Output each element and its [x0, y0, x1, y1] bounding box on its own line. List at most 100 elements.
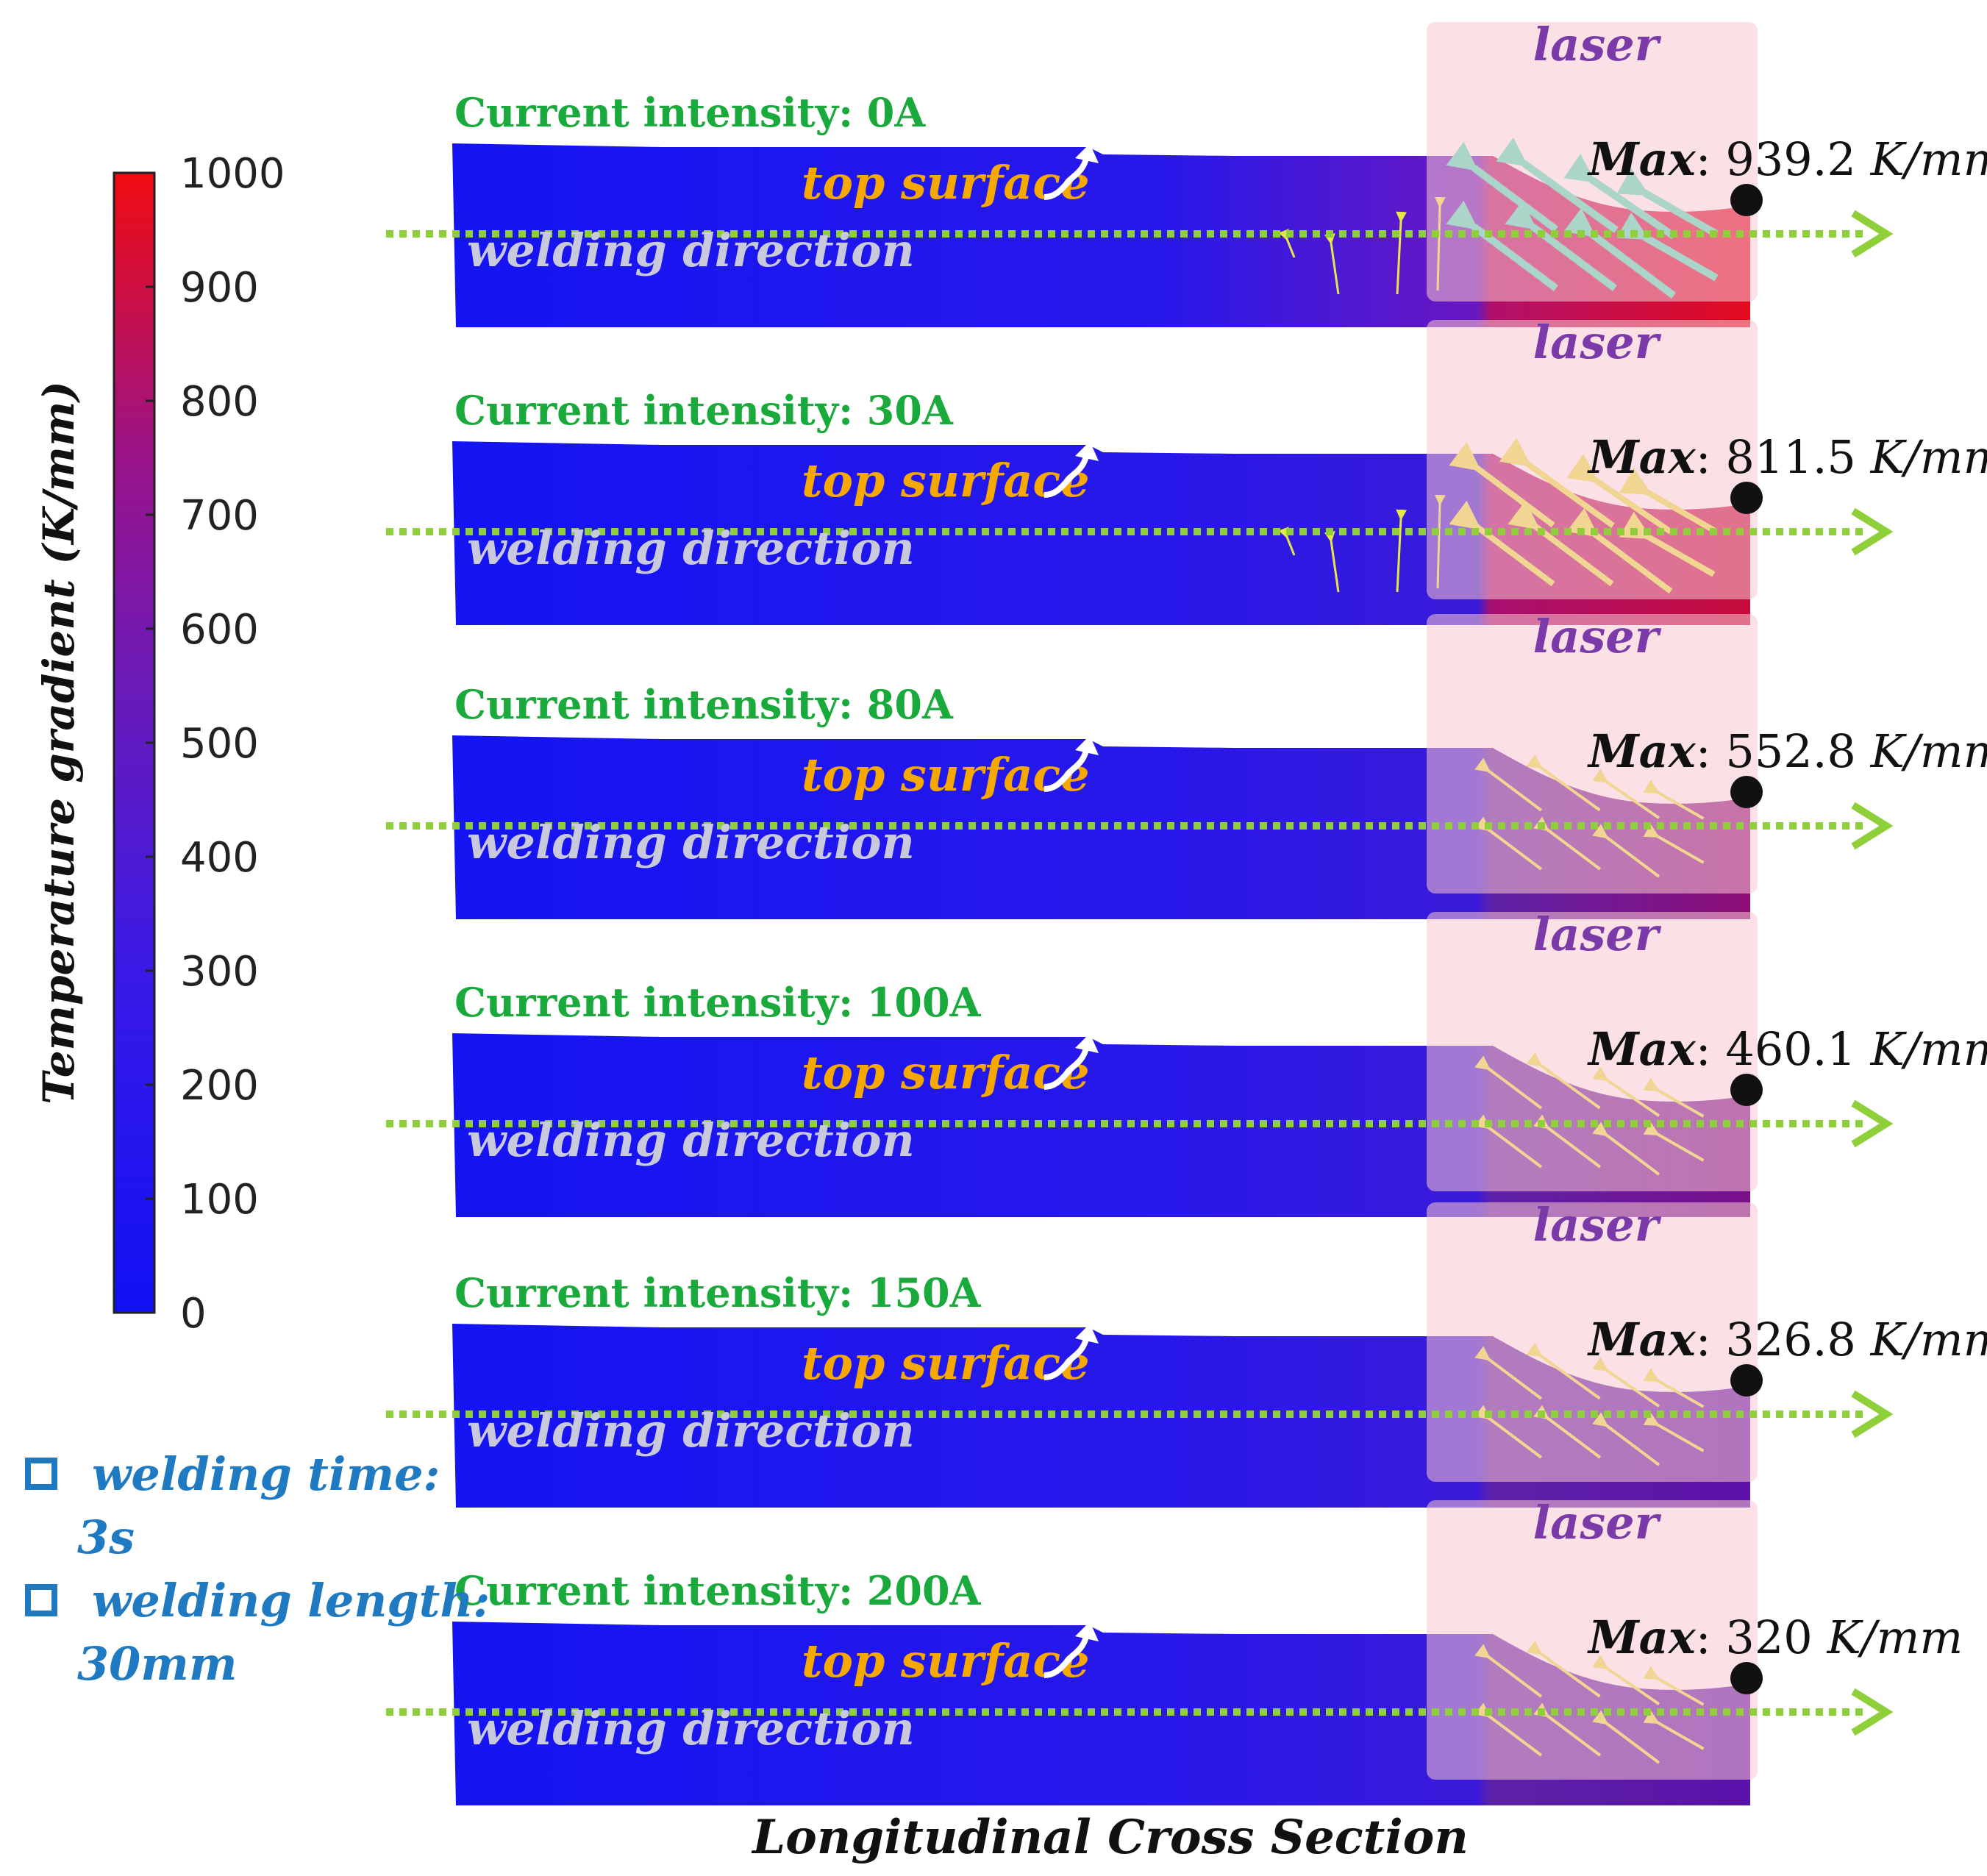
arrow-head-icon: [1851, 1099, 1894, 1148]
current-intensity-label: Current intensity: 150A: [454, 1269, 982, 1316]
current-intensity-label: Current intensity: 80A: [454, 681, 954, 728]
colorbar-tick-label: 1000: [180, 150, 285, 198]
top-surface-label: top surface: [802, 748, 1090, 802]
max-value: : 552.8: [1696, 724, 1871, 778]
colorbar-tick-label: 800: [180, 378, 259, 426]
max-unit: K/mm: [1870, 724, 1987, 778]
arrow-head-icon: [1851, 802, 1894, 850]
welding-time-value: 3s: [77, 1511, 135, 1564]
welding-length-label: welding length:: [92, 1574, 490, 1627]
colorbar-tick-label: 200: [180, 1062, 259, 1110]
curved-arrow-head-icon: [1075, 735, 1099, 755]
welding-direction-label: welding direction: [467, 1113, 915, 1167]
colorbar-tick-label: 300: [180, 948, 259, 996]
panel-current-2: laser Current intensity: 80A top surface we…: [386, 610, 1987, 919]
max-label: Max: [1587, 132, 1697, 186]
laser-label: laser: [1533, 610, 1662, 663]
top-surface-label: top surface: [802, 156, 1090, 210]
max-unit: K/mm: [1870, 1313, 1987, 1366]
curved-arrow-icon: [1044, 1335, 1090, 1380]
max-label: Max: [1587, 724, 1697, 778]
max-value: : 320: [1696, 1611, 1827, 1664]
checkbox-icon: [25, 1458, 57, 1490]
top-surface-label: top surface: [802, 1634, 1090, 1688]
max-label: Max: [1587, 430, 1697, 484]
max-label: Max: [1587, 1022, 1697, 1076]
top-surface-label: top surface: [802, 1336, 1090, 1390]
max-label: Max: [1587, 1611, 1697, 1664]
panel-current-4: laser Current intensity: 150A top surface w…: [386, 1198, 1987, 1508]
colorbar-tick-label: 500: [180, 720, 259, 768]
curved-arrow-head-icon: [1075, 1033, 1099, 1053]
max-gradient-readout: Max: 320 K/mm: [1587, 1611, 1963, 1664]
max-point-marker: [1730, 1364, 1763, 1397]
colorbar-tick-label: 900: [180, 264, 259, 312]
max-gradient-readout: Max: 460.1 K/mm: [1587, 1022, 1987, 1076]
curved-arrow-icon: [1044, 747, 1090, 792]
laser-label: laser: [1533, 907, 1662, 961]
max-point-marker: [1730, 776, 1763, 808]
max-value: : 939.2: [1696, 132, 1871, 186]
panel-current-1: laser Current intensity: 30A top surface we…: [386, 315, 1987, 625]
arrow-head-icon: [1851, 1688, 1894, 1736]
max-value: : 326.8: [1696, 1313, 1871, 1366]
current-intensity-label: Current intensity: 100A: [454, 979, 982, 1026]
checkbox-icon: [25, 1584, 57, 1616]
gradient-vector-arrow: [1324, 233, 1340, 295]
current-intensity-label: Current intensity: 200A: [454, 1567, 982, 1614]
colorbar-tick-label: 400: [180, 834, 259, 882]
max-gradient-readout: Max: 939.2 K/mm: [1587, 132, 1987, 186]
colorbar-tick-label: 700: [180, 492, 259, 540]
panel-current-5: laser Current intensity: 200A top surface w…: [386, 1496, 1963, 1805]
panel-current-3: laser Current intensity: 100A top surface w…: [386, 907, 1987, 1217]
welding-direction-label: welding direction: [467, 1404, 915, 1458]
max-unit: K/mm: [1870, 132, 1987, 186]
colorbar-tick-label: 0: [180, 1290, 207, 1338]
top-surface-label: top surface: [802, 454, 1090, 507]
max-unit: K/mm: [1870, 430, 1987, 484]
arrow-head-icon: [1851, 507, 1894, 556]
current-intensity-label: Current intensity: 0A: [454, 89, 926, 136]
curved-arrow-icon: [1044, 1633, 1090, 1678]
laser-label: laser: [1533, 1198, 1662, 1252]
laser-label: laser: [1533, 315, 1662, 369]
colorbar-tick-label: 100: [180, 1176, 259, 1224]
max-point-marker: [1730, 1662, 1763, 1694]
gradient-vector-arrow: [1396, 509, 1408, 593]
arrow-head-icon: [1851, 210, 1894, 258]
welding-direction-label: welding direction: [467, 521, 915, 575]
welding-time-label: welding time:: [92, 1447, 440, 1501]
curved-arrow-icon: [1044, 1045, 1090, 1090]
curved-arrow-icon: [1044, 155, 1090, 200]
welding-direction-label: welding direction: [467, 816, 915, 869]
max-label: Max: [1587, 1313, 1697, 1366]
colorbar-title: Temperature gradient (K/mm): [34, 381, 84, 1105]
max-unit: K/mm: [1826, 1611, 1963, 1664]
gradient-vector-arrow: [1278, 229, 1296, 258]
curved-arrow-head-icon: [1075, 441, 1099, 461]
max-unit: K/mm: [1870, 1022, 1987, 1076]
welding-direction-label: welding direction: [467, 224, 915, 277]
gradient-vector-arrow: [1278, 527, 1296, 556]
panel-current-0: laser Current intensity: 0A top surface wel…: [386, 18, 1987, 327]
laser-label: laser: [1533, 1496, 1662, 1549]
welding-direction-label: welding direction: [467, 1702, 915, 1755]
max-point-marker: [1730, 482, 1763, 514]
top-surface-label: top surface: [802, 1046, 1090, 1099]
curved-arrow-icon: [1044, 453, 1090, 498]
footer-caption: Longitudinal Cross Section: [751, 1810, 1469, 1865]
cross-section-panels: laser Current intensity: 0A top surface wel…: [386, 18, 1987, 1805]
laser-label: laser: [1533, 18, 1662, 71]
arrow-head-icon: [1851, 1390, 1894, 1438]
gradient-vector-arrow: [1396, 211, 1408, 295]
max-point-marker: [1730, 184, 1763, 216]
current-intensity-label: Current intensity: 30A: [454, 387, 954, 434]
max-value: : 811.5: [1696, 430, 1871, 484]
curved-arrow-head-icon: [1075, 143, 1099, 163]
max-point-marker: [1730, 1074, 1763, 1106]
welding-length-value: 30mm: [77, 1637, 237, 1691]
max-gradient-readout: Max: 811.5 K/mm: [1587, 430, 1987, 484]
max-gradient-readout: Max: 552.8 K/mm: [1587, 724, 1987, 778]
